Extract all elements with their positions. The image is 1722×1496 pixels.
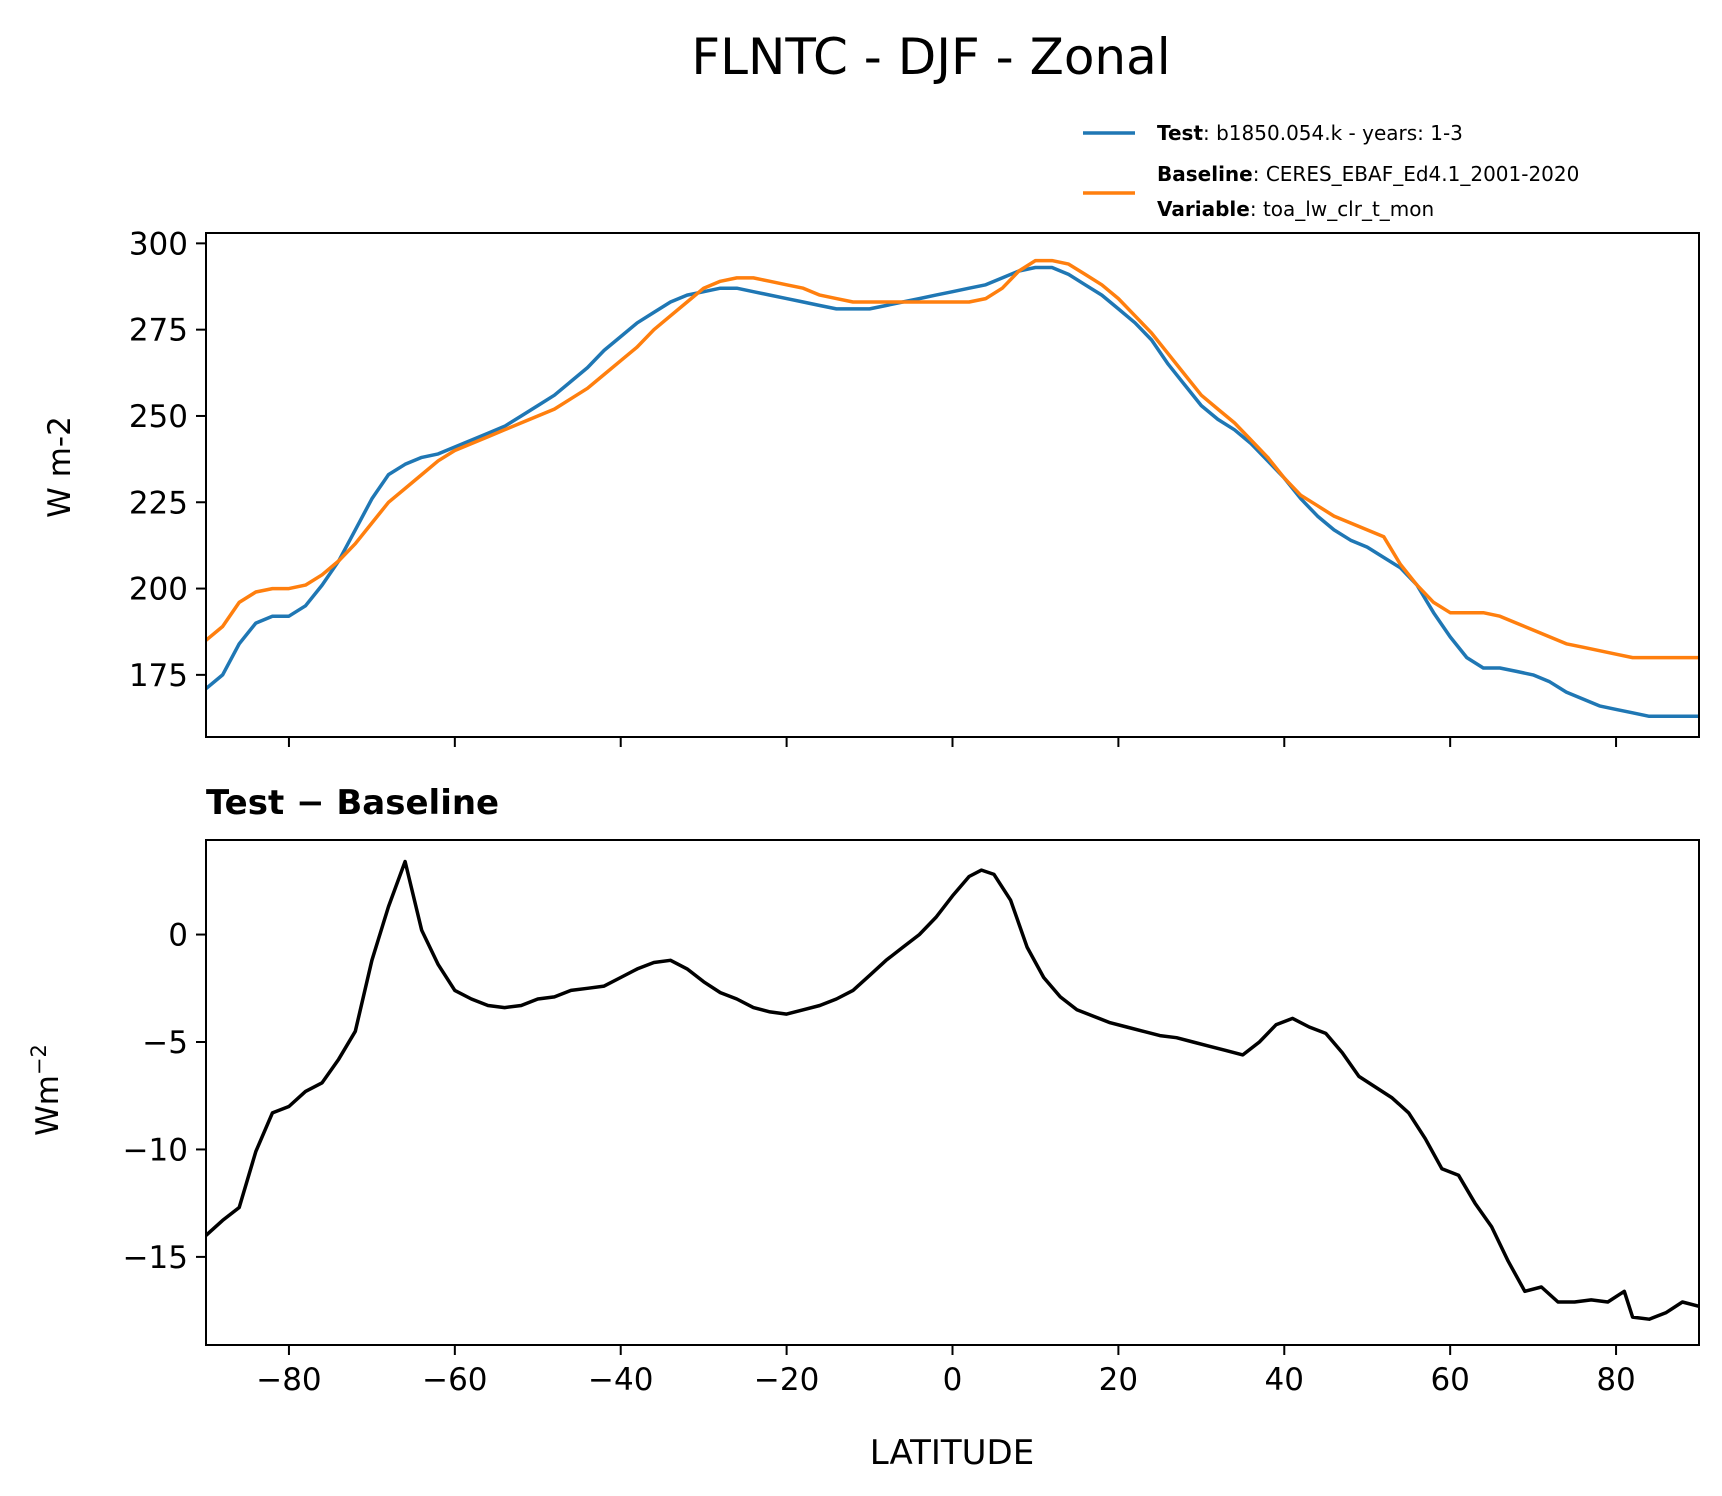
top-y-tick-label: 250 [129, 399, 188, 435]
bottom-series-line-difference [206, 859, 1699, 1321]
figure-title: FLNTC - DJF - Zonal [691, 28, 1170, 86]
legend-bold-variable: Variable [1157, 197, 1250, 221]
bottom-series-group [206, 859, 1699, 1321]
bottom-x-tick-label: 40 [1265, 1362, 1304, 1398]
top-y-ticks: 175 200 225 250 275 300 [129, 226, 206, 694]
top-y-tick-label: 175 [129, 658, 188, 694]
legend-bold-test: Test [1157, 121, 1203, 145]
top-y-tick-label: 275 [129, 313, 188, 349]
bottom-x-tick-label: 20 [1099, 1362, 1138, 1398]
bottom-y-tick-label: 0 [168, 918, 188, 954]
bottom-plot-frame [205, 839, 1700, 1346]
top-series-line-test [206, 265, 1699, 719]
legend-entry-test: Test: b1850.054.k - years: 1-3 [1157, 121, 1463, 145]
bottom-y-tick-label: −5 [142, 1025, 188, 1061]
top-panel: W m-2 175 200 225 250 275 300 [42, 226, 1700, 747]
legend: Test: b1850.054.k - years: 1-3 Baseline:… [1083, 121, 1579, 221]
top-series-group [206, 258, 1699, 719]
bottom-x-tick-label: −80 [256, 1362, 321, 1398]
legend-entry-baseline: Baseline: CERES_EBAF_Ed4.1_2001-2020 [1157, 162, 1579, 186]
bottom-panel-title: Test − Baseline [206, 783, 499, 823]
legend-entry-variable: Variable: toa_lw_clr_t_mon [1157, 197, 1434, 221]
bottom-y-tick-label: −15 [123, 1240, 188, 1276]
bottom-x-tick-label: 80 [1596, 1362, 1635, 1398]
bottom-panel: Test − Baseline Wm−2 −15−10−50 −80 −60 −40… [27, 783, 1700, 1473]
legend-bold-baseline: Baseline [1157, 162, 1253, 186]
bottom-x-tick-label: −40 [588, 1362, 653, 1398]
bottom-x-ticks: −80 −60 −40 −20 0 20 40 60 80 [256, 1345, 1636, 1398]
top-y-tick-label: 300 [129, 226, 188, 262]
top-y-tick-label: 200 [129, 572, 188, 608]
top-x-ticks [287, 737, 1618, 747]
legend-text-variable: : toa_lw_clr_t_mon [1250, 197, 1434, 221]
top-plot-frame [205, 232, 1700, 738]
top-series-line-baseline [206, 258, 1699, 660]
bottom-x-tick-label: −60 [422, 1362, 487, 1398]
bottom-y-ticks: −15 −10 −5 0 [123, 918, 206, 1276]
x-axis-label: LATITUDE [870, 1433, 1034, 1473]
top-y-tick-label: 225 [129, 485, 188, 521]
bottom-y-tick-label: −10 [123, 1132, 188, 1168]
bottom-x-tick-label: 0 [943, 1362, 963, 1398]
legend-text-test: : b1850.054.k - years: 1-3 [1203, 121, 1463, 145]
top-y-axis-label: W m-2 [42, 416, 78, 518]
bottom-y-axis-label-exponent: −2 [27, 1044, 51, 1075]
bottom-x-tick-label: −20 [754, 1362, 819, 1398]
legend-text-baseline: : CERES_EBAF_Ed4.1_2001-2020 [1253, 162, 1580, 186]
bottom-x-tick-label: 60 [1430, 1362, 1469, 1398]
